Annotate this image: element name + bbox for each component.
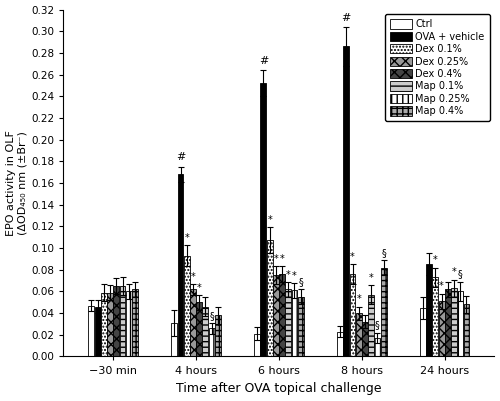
Bar	[368, 295, 374, 356]
Text: #: #	[176, 152, 185, 162]
Bar	[190, 289, 196, 356]
Text: *: *	[286, 269, 290, 279]
Bar	[451, 288, 457, 356]
Text: *: *	[190, 271, 196, 282]
Text: §: §	[298, 277, 303, 287]
Bar	[356, 313, 362, 356]
Bar	[286, 289, 291, 356]
Text: §: §	[375, 320, 380, 330]
Bar	[196, 302, 202, 356]
Bar	[120, 286, 126, 356]
Text: #: #	[342, 12, 351, 22]
Text: §: §	[381, 248, 386, 258]
X-axis label: Time after OVA topical challenge: Time after OVA topical challenge	[176, 383, 382, 395]
Bar	[426, 264, 432, 356]
Bar	[94, 307, 100, 356]
Bar	[337, 332, 343, 356]
Bar	[374, 338, 380, 356]
Bar	[266, 241, 272, 356]
Bar	[420, 308, 426, 356]
Bar	[298, 297, 304, 356]
Bar	[292, 290, 298, 356]
Text: *: *	[452, 267, 456, 277]
Bar	[279, 274, 285, 356]
Text: *: *	[439, 282, 444, 292]
Legend: Ctrl, OVA + vehicle, Dex 0.1%, Dex 0.25%, Dex 0.4%, Map 0.1%, Map 0.25%, Map 0.4: Ctrl, OVA + vehicle, Dex 0.1%, Dex 0.25%…	[386, 14, 490, 121]
Bar	[464, 304, 469, 356]
Bar	[202, 307, 208, 356]
Text: *: *	[274, 254, 278, 264]
Text: §: §	[458, 269, 462, 279]
Text: *: *	[433, 255, 438, 265]
Text: *: *	[356, 294, 361, 304]
Bar	[107, 292, 113, 356]
Bar	[132, 289, 138, 356]
Text: *: *	[350, 252, 355, 262]
Text: *: *	[369, 273, 374, 283]
Bar	[432, 277, 438, 356]
Bar	[344, 47, 349, 356]
Bar	[184, 256, 190, 356]
Bar	[438, 301, 444, 356]
Text: *: *	[292, 271, 297, 281]
Bar	[380, 267, 386, 356]
Text: #: #	[258, 56, 268, 66]
Bar	[350, 274, 356, 356]
Bar	[458, 292, 463, 356]
Bar	[215, 315, 221, 356]
Text: *: *	[197, 283, 202, 292]
Bar	[172, 323, 177, 356]
Y-axis label: EPO activity in OLF
(ΔOD₄₅₀ nm (±Br⁻): EPO activity in OLF (ΔOD₄₅₀ nm (±Br⁻)	[6, 130, 27, 236]
Text: *: *	[184, 233, 189, 243]
Bar	[101, 292, 107, 356]
Bar	[362, 322, 368, 356]
Bar	[88, 306, 94, 356]
Text: *: *	[280, 254, 284, 264]
Bar	[260, 83, 266, 356]
Bar	[273, 275, 279, 356]
Bar	[126, 292, 132, 356]
Text: §: §	[209, 311, 214, 321]
Bar	[114, 286, 119, 356]
Bar	[208, 328, 214, 356]
Text: *: *	[268, 215, 272, 225]
Bar	[178, 174, 184, 356]
Bar	[445, 289, 451, 356]
Bar	[254, 334, 260, 356]
